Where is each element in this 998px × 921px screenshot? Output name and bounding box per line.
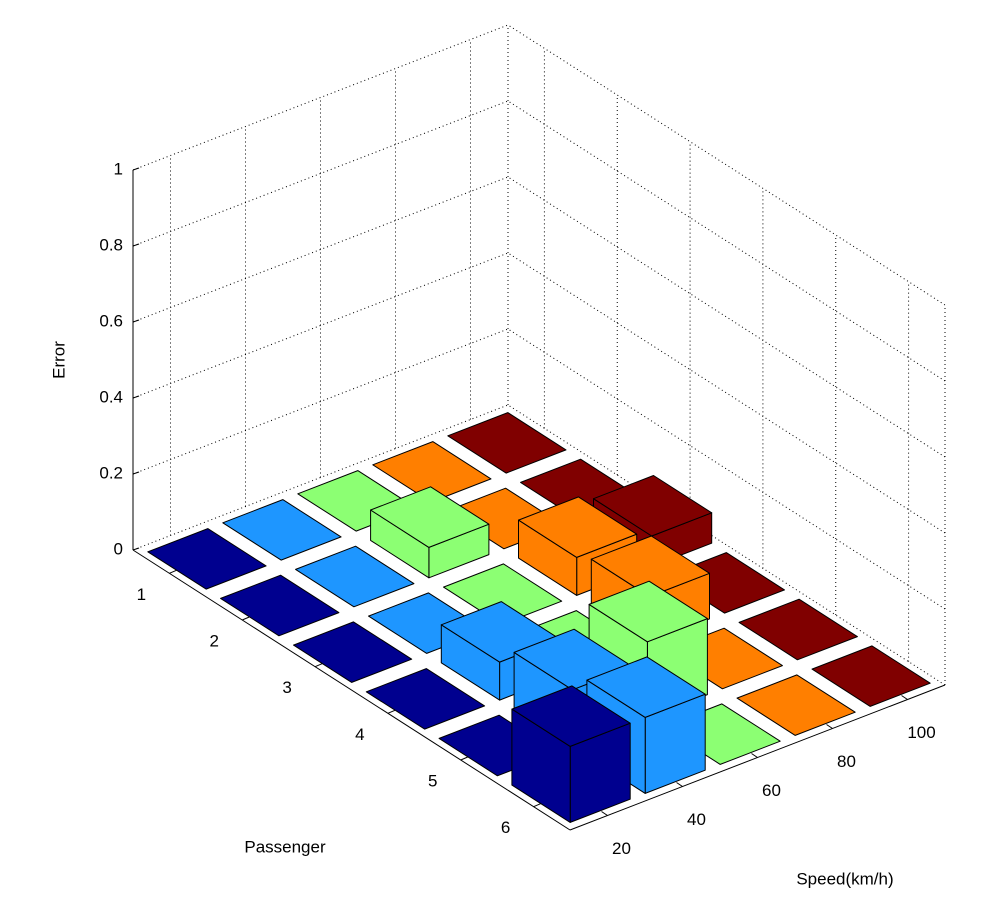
z-tick [132, 471, 140, 475]
grid-line [132, 176, 946, 458]
z-tick [132, 395, 140, 399]
bar-top [447, 412, 567, 474]
z-tick [132, 243, 140, 247]
x-tick [242, 616, 250, 621]
bar [738, 598, 858, 661]
y-tick-label: 100 [907, 723, 935, 742]
bar [220, 574, 340, 637]
bar [736, 674, 856, 736]
x-tick [314, 663, 323, 668]
y-tick [676, 782, 683, 787]
bar-top [588, 580, 708, 643]
bar-top [511, 685, 631, 747]
bar [365, 668, 486, 730]
z-tick-label: 1 [114, 159, 123, 178]
y-tick-label: 20 [612, 839, 631, 858]
grid-line [132, 24, 946, 306]
z-tick [132, 167, 140, 171]
bar [511, 685, 631, 823]
x-tick-label: 4 [355, 725, 364, 744]
bar-top [222, 499, 342, 561]
x-tick [169, 569, 177, 574]
bar-top [736, 674, 856, 736]
z-tick-label: 0.6 [99, 311, 123, 330]
z-tick-label: 0.8 [99, 235, 123, 254]
bar [295, 545, 415, 608]
y-tick-label: 60 [762, 781, 781, 800]
x-tick-label: 2 [210, 631, 219, 650]
bar [147, 528, 267, 590]
x-tick [533, 803, 541, 808]
grid-line [132, 328, 946, 610]
x-tick-label: 5 [428, 771, 437, 790]
bar-top [518, 496, 638, 558]
x-tick-label: 1 [137, 585, 146, 604]
x-axis-label: Passenger [244, 837, 326, 856]
bar [222, 499, 342, 561]
grid-line [132, 100, 946, 382]
z-axis-label: Error [49, 341, 68, 379]
y-tick [751, 753, 758, 758]
y-tick [901, 695, 908, 700]
grid-line [132, 252, 946, 534]
y-tick [826, 724, 833, 729]
x-tick-label: 6 [501, 818, 510, 837]
z-tick-label: 0.2 [99, 463, 123, 482]
z-tick [132, 547, 140, 551]
bar-top [738, 598, 858, 661]
bar-top [590, 535, 710, 597]
z-tick [132, 319, 140, 323]
z-tick-label: 0.4 [99, 387, 123, 406]
bar [811, 645, 931, 707]
bar-top [147, 528, 267, 590]
bar-top [811, 645, 931, 707]
bar-top [295, 545, 415, 608]
bar [370, 486, 490, 579]
bar-top [220, 574, 340, 637]
bar [372, 441, 492, 503]
z-tick-label: 0 [114, 539, 123, 558]
bar [447, 412, 567, 474]
bar-top [593, 475, 713, 537]
y-tick [601, 811, 608, 816]
y-tick-label: 40 [687, 810, 706, 829]
bar-top [372, 441, 492, 503]
x-tick [460, 756, 468, 761]
bar-top [370, 486, 490, 548]
bar-top [293, 621, 413, 683]
y-axis-label: Speed(km/h) [796, 869, 893, 888]
axis-line [132, 549, 571, 831]
x-tick-label: 3 [282, 678, 291, 697]
bar-top [365, 668, 486, 730]
grid-line [132, 404, 946, 686]
x-tick [387, 709, 396, 714]
bar [293, 621, 413, 683]
y-tick-label: 80 [837, 752, 856, 771]
bar-top [586, 656, 706, 718]
